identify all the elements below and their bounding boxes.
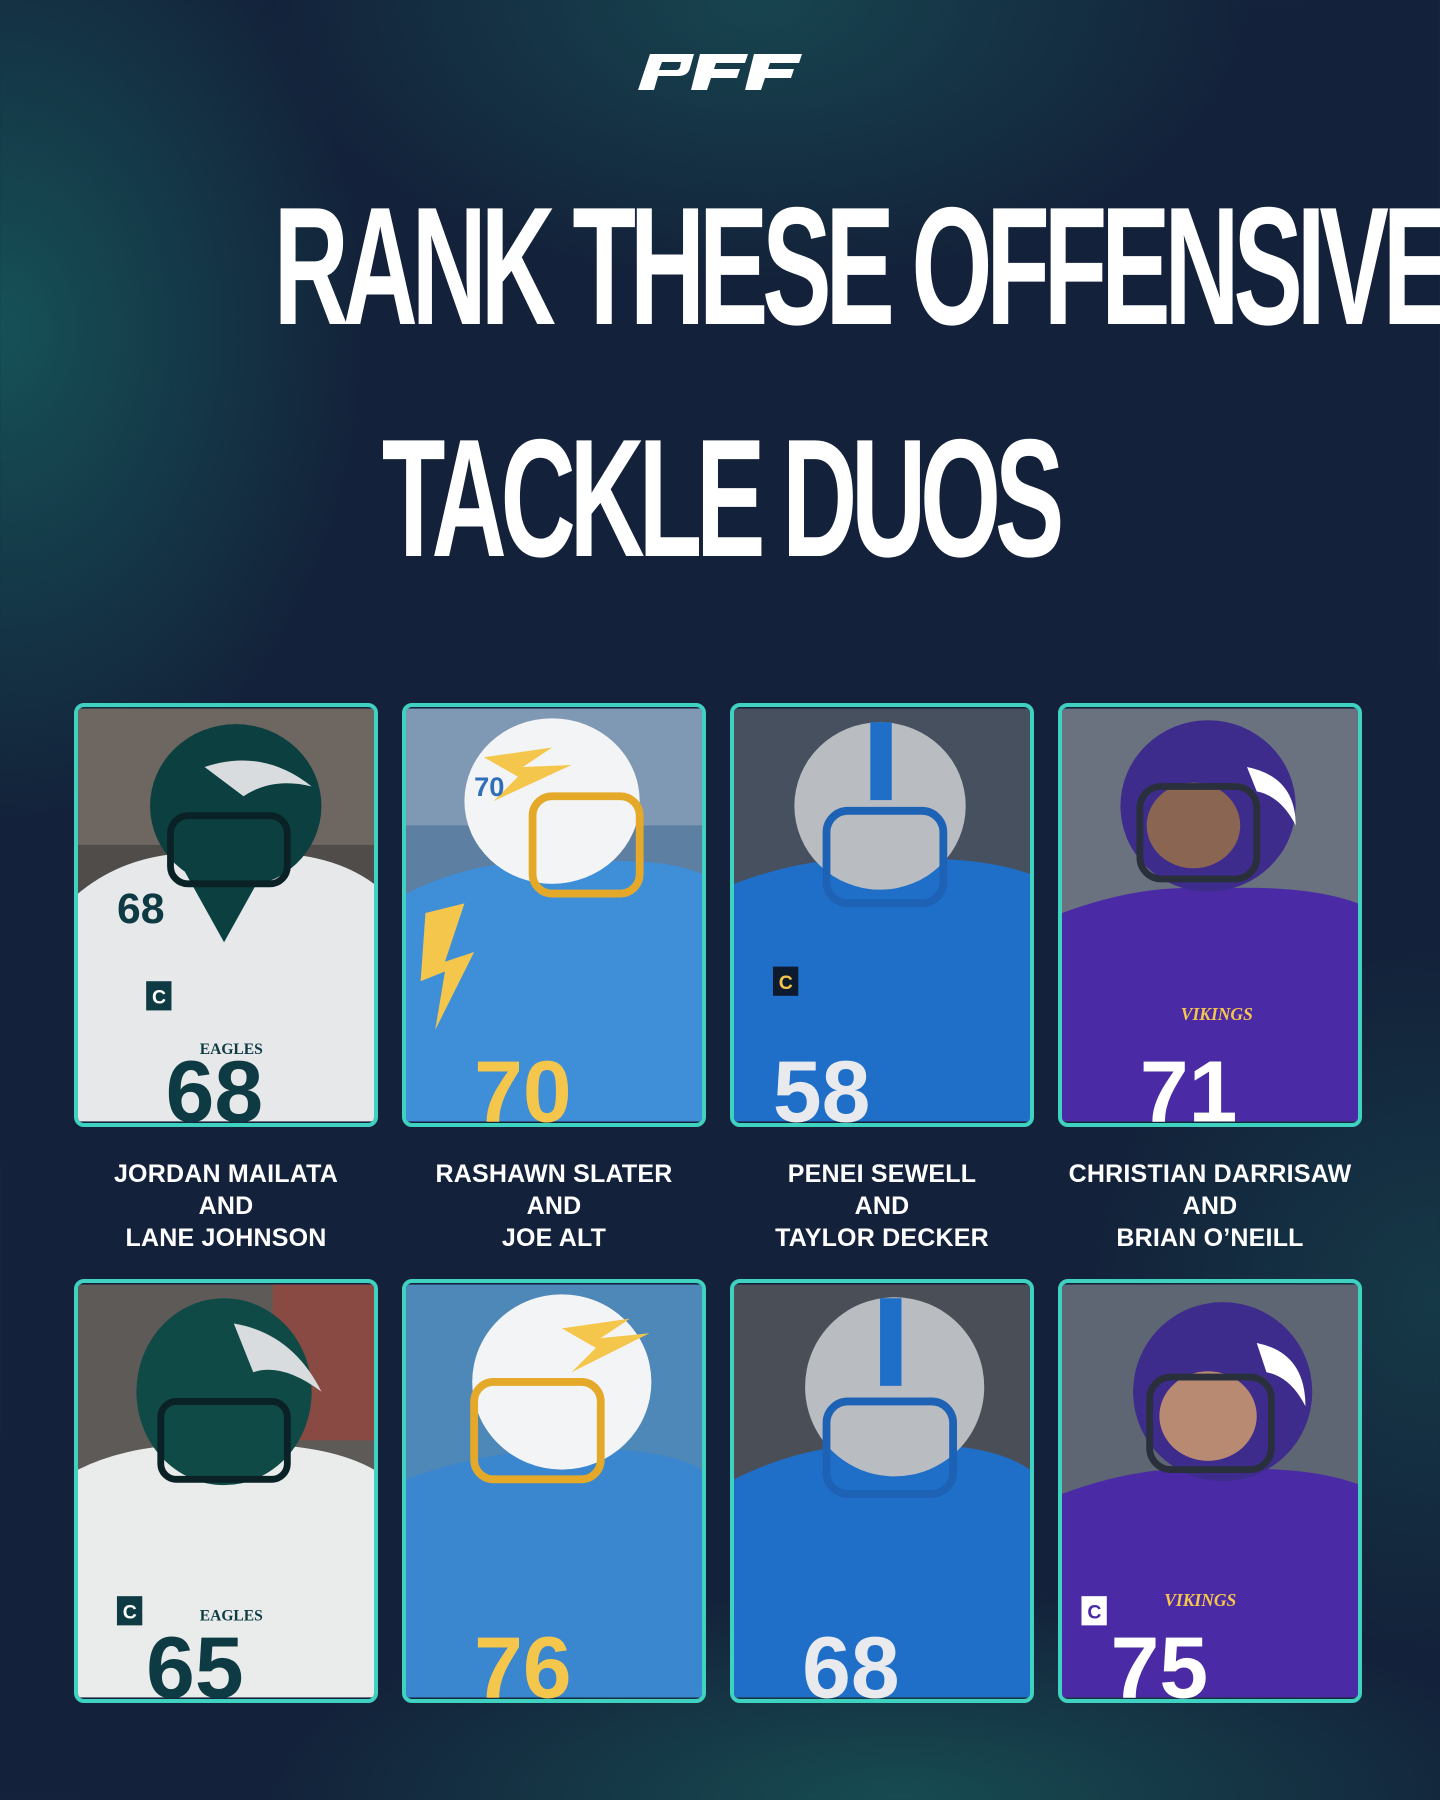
svg-text:68: 68 bbox=[117, 885, 165, 933]
duo-caption-eagles: JORDAN MAILATA AND LANE JOHNSON bbox=[61, 1158, 391, 1254]
photo-card-vikings-bottom[interactable]: C VIKINGS 75 bbox=[1058, 1279, 1362, 1703]
and-label: AND bbox=[854, 1192, 910, 1220]
player-name: JORDAN MAILATA bbox=[113, 1160, 339, 1188]
jersey-wordmark: VIKINGS bbox=[1181, 1004, 1253, 1024]
photo-card-vikings-top[interactable]: VIKINGS 71 bbox=[1058, 703, 1362, 1127]
jersey-number: 58 bbox=[773, 1042, 870, 1123]
photo-card-chargers-bottom[interactable]: 76 bbox=[402, 1279, 706, 1703]
player-photo-eagles-bottom: C EAGLES 65 bbox=[78, 1284, 374, 1699]
duo-caption-chargers: RASHAWN SLATER AND JOE ALT bbox=[389, 1158, 719, 1254]
pff-logo bbox=[638, 54, 802, 90]
player-photo-vikings-top: VIKINGS 71 bbox=[1062, 708, 1358, 1123]
player-name: LANE JOHNSON bbox=[125, 1224, 327, 1252]
player-photo-lions-bottom: 68 bbox=[734, 1284, 1030, 1699]
jersey-wordmark: VIKINGS bbox=[1164, 1590, 1236, 1610]
headline-line-2: TACKLE DUOS bbox=[381, 404, 1065, 592]
player-photo-eagles-top: 68 EAGLES C 68 bbox=[78, 708, 374, 1123]
player-photo-chargers-bottom: 76 bbox=[406, 1284, 702, 1699]
jersey-number: 71 bbox=[1140, 1042, 1237, 1123]
svg-text:C: C bbox=[152, 987, 166, 1009]
duo-caption-vikings: CHRISTIAN DARRISAW AND BRIAN O’NEILL bbox=[1045, 1158, 1375, 1254]
and-label: AND bbox=[198, 1192, 254, 1220]
jersey-number: 68 bbox=[166, 1042, 263, 1123]
headline: RANK THESE OFFENSIVE TACKLE DUOS bbox=[0, 150, 1440, 614]
player-name: BRIAN O’NEILL bbox=[1116, 1224, 1304, 1252]
photo-card-lions-bottom[interactable]: 68 bbox=[730, 1279, 1034, 1703]
jersey-wordmark: EAGLES bbox=[200, 1608, 263, 1625]
svg-text:C: C bbox=[1087, 1602, 1101, 1624]
photo-card-lions-top[interactable]: C 58 bbox=[730, 703, 1034, 1127]
jersey-number: 65 bbox=[146, 1618, 243, 1699]
svg-text:70: 70 bbox=[474, 771, 504, 802]
player-name: RASHAWN SLATER bbox=[435, 1160, 673, 1188]
photo-card-eagles-bottom[interactable]: C EAGLES 65 bbox=[74, 1279, 378, 1703]
player-photo-lions-top: C 58 bbox=[734, 708, 1030, 1123]
jersey-number: 70 bbox=[474, 1042, 571, 1123]
jersey-number: 76 bbox=[474, 1618, 571, 1699]
player-photo-chargers-top: 70 70 bbox=[406, 708, 702, 1123]
and-label: AND bbox=[1182, 1192, 1238, 1220]
player-photo-vikings-bottom: C VIKINGS 75 bbox=[1062, 1284, 1358, 1699]
jersey-number: 75 bbox=[1111, 1618, 1208, 1699]
svg-text:C: C bbox=[779, 972, 793, 994]
jersey-wordmark: EAGLES bbox=[200, 1041, 263, 1058]
svg-text:C: C bbox=[123, 1602, 137, 1624]
photo-card-eagles-top[interactable]: 68 EAGLES C 68 bbox=[74, 703, 378, 1127]
player-name: TAYLOR DECKER bbox=[775, 1224, 989, 1252]
duo-caption-lions: PENEI SEWELL AND TAYLOR DECKER bbox=[717, 1158, 1047, 1254]
player-name: PENEI SEWELL bbox=[787, 1160, 977, 1188]
photo-card-chargers-top[interactable]: 70 70 bbox=[402, 703, 706, 1127]
player-name: JOE ALT bbox=[501, 1224, 607, 1252]
player-name: CHRISTIAN DARRISAW bbox=[1068, 1160, 1352, 1188]
and-label: AND bbox=[526, 1192, 582, 1220]
headline-line-1: RANK THESE OFFENSIVE bbox=[273, 172, 1440, 360]
jersey-number: 68 bbox=[802, 1618, 899, 1699]
